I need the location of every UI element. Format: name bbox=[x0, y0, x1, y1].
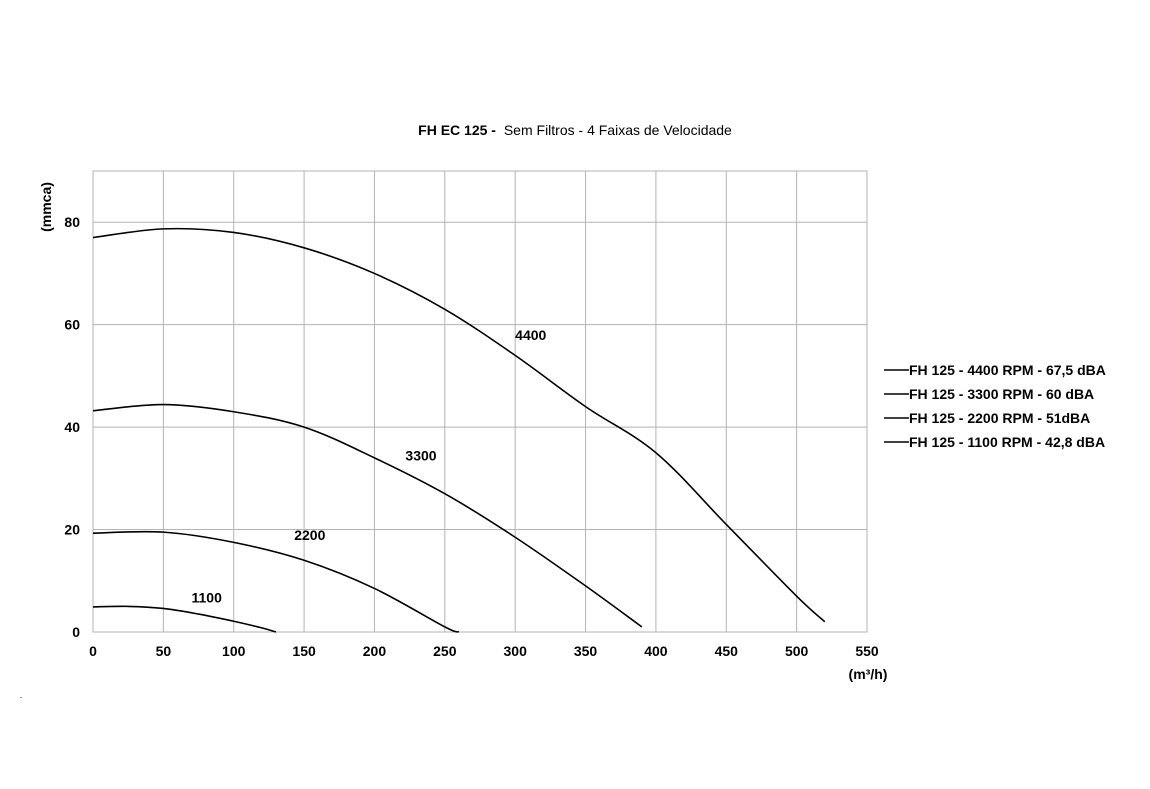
legend-entry-label: FH 125 - 1100 RPM - 42,8 dBA bbox=[909, 434, 1105, 450]
x-tick-label: 300 bbox=[504, 643, 528, 659]
x-tick-label: 250 bbox=[433, 643, 457, 659]
series-curves bbox=[92, 227, 826, 633]
x-tick-label: 50 bbox=[156, 643, 172, 659]
x-tick-label: 550 bbox=[855, 643, 879, 659]
y-tick-label: 60 bbox=[64, 317, 80, 333]
x-tick-label: 400 bbox=[644, 643, 668, 659]
series-curve bbox=[92, 403, 643, 628]
series-curve-labels: 4400 3300 2200 1100 bbox=[192, 327, 547, 605]
x-tick-label: 500 bbox=[785, 643, 809, 659]
y-tick-label: 40 bbox=[64, 419, 80, 435]
chart-title-normal: Sem Filtros - 4 Faixas de Velocidade bbox=[504, 122, 732, 138]
series-curve-label: 2200 bbox=[294, 527, 325, 543]
x-tick-label: 450 bbox=[715, 643, 739, 659]
y-tick-labels: 0 20 40 60 80 bbox=[64, 214, 80, 640]
chart-title: FH EC 125 - Sem Filtros - 4 Faixas de Ve… bbox=[418, 122, 732, 138]
legend: FH 125 - 4400 RPM - 67,5 dBA FH 125 - 330… bbox=[884, 362, 1106, 450]
series-curve-label: 1100 bbox=[192, 589, 223, 605]
series-curve-label: 4400 bbox=[515, 327, 546, 343]
series-curve bbox=[92, 227, 826, 623]
legend-entry-label: FH 125 - 4400 RPM - 67,5 dBA bbox=[909, 362, 1106, 378]
chart-title-bold: FH EC 125 - bbox=[418, 122, 496, 138]
legend-entry-label: FH 125 - 3300 RPM - 60 dBA bbox=[909, 386, 1094, 402]
x-tick-label: 200 bbox=[363, 643, 387, 659]
series-curve bbox=[92, 605, 277, 633]
y-tick-label: 0 bbox=[72, 624, 80, 640]
x-tick-label: 0 bbox=[89, 643, 97, 659]
legend-entry-label: FH 125 - 2200 RPM - 51dBA bbox=[909, 410, 1090, 426]
x-tick-labels: 0 50 100 150 200 250 300 350 400 450 500 550 bbox=[89, 643, 879, 659]
y-tick-label: 80 bbox=[64, 214, 80, 230]
x-tick-label: 350 bbox=[574, 643, 598, 659]
y-tick-label: 20 bbox=[64, 522, 80, 538]
plot-area-border bbox=[92, 170, 868, 633]
x-axis-label: (m³/h) bbox=[849, 666, 888, 682]
y-axis-label: (mmca) bbox=[38, 182, 54, 232]
small-mark bbox=[20, 697, 22, 698]
grid bbox=[92, 171, 868, 633]
series-curve bbox=[92, 530, 460, 633]
x-tick-label: 150 bbox=[292, 643, 316, 659]
x-tick-label: 100 bbox=[222, 643, 246, 659]
series-curve-label: 3300 bbox=[405, 447, 436, 463]
